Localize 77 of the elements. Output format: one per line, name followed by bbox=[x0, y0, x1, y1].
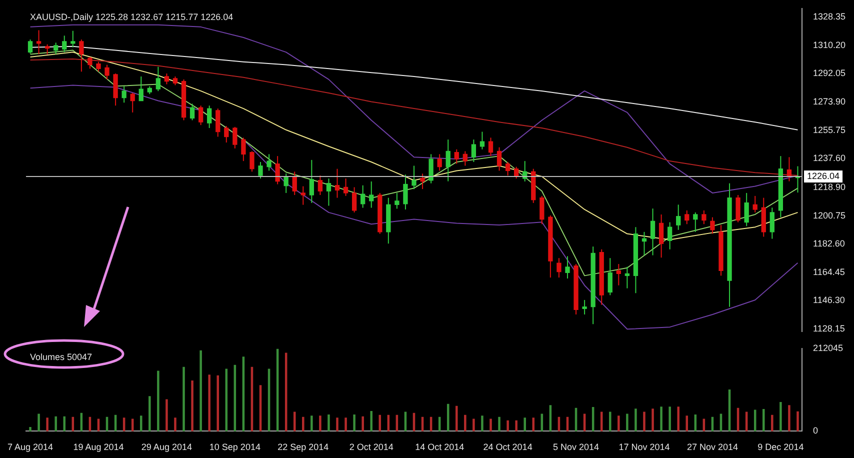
y-tick-label: 1292.05 bbox=[813, 68, 846, 78]
bar bbox=[762, 409, 765, 432]
y-tick-label: 1128.15 bbox=[813, 324, 845, 334]
y-tick-label: 0 bbox=[813, 426, 818, 436]
bar bbox=[63, 416, 66, 432]
bar bbox=[498, 416, 500, 432]
bar bbox=[609, 412, 612, 432]
y-tick-label: 1146.30 bbox=[813, 295, 845, 306]
bar bbox=[515, 420, 518, 432]
bar bbox=[660, 406, 662, 432]
x-tick-label: 24 Oct 2014 bbox=[483, 442, 532, 452]
bar bbox=[490, 418, 492, 432]
bar bbox=[336, 418, 338, 432]
bar bbox=[506, 420, 509, 432]
bar bbox=[46, 418, 48, 432]
bar bbox=[481, 416, 484, 432]
x-tick-label: 27 Nov 2014 bbox=[686, 442, 738, 452]
bar bbox=[626, 414, 628, 432]
y-tick-label: 212045 bbox=[813, 342, 844, 353]
x-tick-label: 9 Dec 2014 bbox=[758, 442, 804, 452]
bar bbox=[208, 374, 210, 432]
bar bbox=[310, 416, 313, 432]
bar bbox=[788, 405, 790, 432]
bar bbox=[353, 414, 356, 432]
ref-line-label: 1226.04 bbox=[807, 171, 840, 182]
bar bbox=[157, 370, 160, 432]
y-tick-label: 1218.90 bbox=[813, 182, 846, 192]
y-tick-label: 1200.75 bbox=[813, 210, 846, 220]
x-tick-label: 29 Aug 2014 bbox=[141, 442, 192, 452]
bar bbox=[174, 418, 176, 432]
bar bbox=[771, 414, 774, 432]
chart-title: Volumes 50047 bbox=[30, 352, 92, 362]
bar bbox=[29, 426, 32, 432]
bar bbox=[618, 416, 620, 432]
y-tick-label: 1255.75 bbox=[813, 124, 846, 135]
y-tick-label: 1237.60 bbox=[813, 153, 846, 164]
bar bbox=[370, 410, 372, 432]
x-tick-label: 14 Oct 2014 bbox=[415, 442, 464, 452]
bar bbox=[780, 402, 782, 432]
bar bbox=[652, 408, 654, 432]
y-tick-label: 1328.35 bbox=[813, 12, 846, 22]
bar bbox=[182, 366, 185, 432]
bar bbox=[38, 414, 40, 432]
x-tick-label: 2 Oct 2014 bbox=[349, 442, 394, 452]
bar bbox=[328, 414, 330, 432]
chart-title: XAUUSD-,Daily 1225.28 1232.67 1215.77 1226.04 bbox=[30, 12, 234, 22]
bar bbox=[302, 416, 304, 432]
bar bbox=[668, 406, 671, 432]
x-tick-label: 10 Sep 2014 bbox=[209, 442, 260, 452]
bar bbox=[456, 406, 458, 432]
y-tick-label: 1164.45 bbox=[813, 266, 845, 277]
bar bbox=[643, 412, 646, 432]
bar bbox=[344, 418, 347, 432]
x-tick-label: 17 Nov 2014 bbox=[618, 442, 670, 452]
bar bbox=[677, 406, 680, 432]
bar bbox=[54, 416, 57, 432]
bar bbox=[464, 414, 466, 432]
bar bbox=[472, 418, 475, 432]
y-tick-label: 1273.90 bbox=[813, 96, 846, 106]
bar bbox=[216, 375, 219, 432]
bar bbox=[200, 350, 202, 432]
bar bbox=[362, 416, 364, 432]
x-tick-label: 19 Aug 2014 bbox=[73, 442, 124, 452]
bar bbox=[319, 416, 322, 432]
bar bbox=[140, 416, 142, 432]
bar bbox=[686, 416, 688, 432]
bar bbox=[148, 396, 151, 432]
y-tick-label: 1310.20 bbox=[813, 40, 846, 50]
bar bbox=[634, 408, 637, 432]
x-tick-label: 7 Aug 2014 bbox=[7, 442, 54, 452]
x-tick-label: 5 Nov 2014 bbox=[553, 442, 600, 452]
y-tick-label: 1182.60 bbox=[813, 238, 845, 249]
bar bbox=[796, 411, 799, 432]
bar bbox=[166, 399, 168, 432]
bar bbox=[191, 380, 194, 432]
x-tick-label: 22 Sep 2014 bbox=[278, 442, 329, 452]
bar bbox=[524, 418, 526, 432]
